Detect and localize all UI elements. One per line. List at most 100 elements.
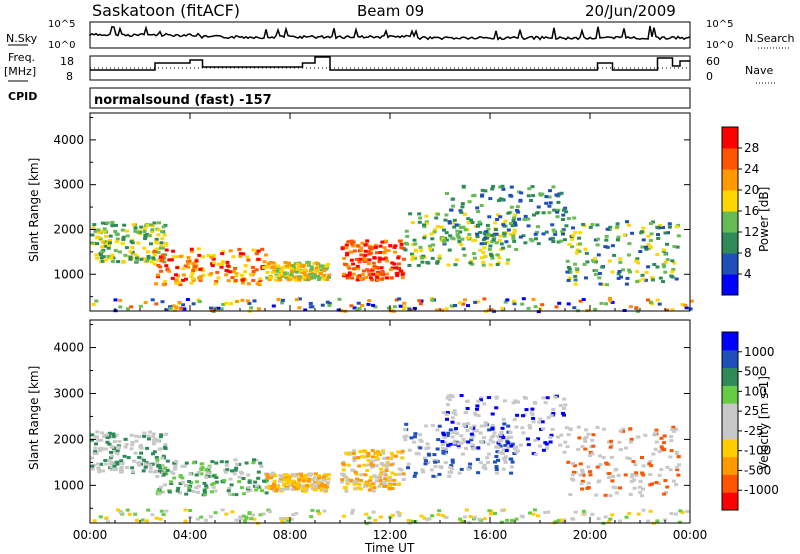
echo-cell	[174, 305, 178, 309]
echo-cell	[566, 302, 571, 306]
echo-cell	[481, 465, 486, 469]
echo-cell	[128, 250, 133, 254]
echo-cell	[112, 440, 117, 444]
echo-cell	[556, 240, 561, 244]
echo-cell	[635, 270, 640, 274]
echo-cell	[474, 429, 479, 433]
echo-cell	[119, 465, 124, 469]
echo-cell	[430, 298, 435, 302]
echo-cell	[165, 267, 170, 271]
echo-cell	[536, 437, 541, 441]
echo-cell	[363, 450, 368, 454]
echo-cell	[529, 411, 534, 415]
echo-cell	[453, 439, 457, 443]
echo-cell	[520, 426, 525, 430]
echo-cell	[563, 206, 568, 210]
echo-cell	[556, 435, 560, 439]
echo-cell	[486, 227, 491, 231]
echo-cell	[382, 250, 387, 254]
echo-cell	[566, 460, 571, 464]
echo-cell	[628, 305, 633, 309]
echo-cell	[154, 282, 159, 286]
echo-cell	[363, 484, 367, 488]
echo-cell	[511, 219, 516, 223]
echo-cell	[246, 282, 251, 286]
echo-cell	[506, 211, 511, 215]
echo-cell	[382, 472, 387, 475]
echo-cell	[660, 447, 665, 451]
echo-cell	[463, 228, 468, 232]
echo-cell	[499, 431, 504, 434]
echo-cell	[148, 466, 153, 470]
echo-cell	[652, 263, 657, 266]
echo-cell	[289, 269, 294, 273]
echo-cell	[225, 269, 230, 273]
echo-cell	[480, 193, 485, 197]
echo-cell	[181, 278, 185, 282]
echo-cell	[559, 433, 564, 437]
echo-cell	[553, 395, 558, 399]
echo-cell	[191, 277, 195, 281]
echo-cell	[605, 245, 610, 249]
echo-cell	[284, 276, 289, 280]
echo-cell	[426, 461, 431, 464]
echo-cell	[498, 234, 503, 238]
echo-cell	[607, 472, 612, 475]
echo-cell	[154, 456, 159, 459]
echo-cell	[365, 469, 370, 472]
echo-cell	[132, 459, 137, 463]
echo-cell	[303, 268, 308, 272]
echo-cell	[245, 255, 250, 259]
freq-trace	[90, 56, 690, 71]
echo-cell	[494, 395, 499, 399]
echo-cell	[216, 306, 221, 310]
echo-cell	[533, 508, 537, 512]
echo-cell	[450, 435, 455, 439]
echo-cell	[378, 251, 383, 254]
echo-cell	[551, 185, 556, 189]
echo-cell	[505, 437, 509, 441]
echo-cell	[316, 278, 321, 281]
echo-cell	[379, 266, 384, 270]
echo-cell	[306, 263, 311, 267]
echo-cell	[530, 413, 535, 416]
echo-cell	[291, 264, 296, 268]
echo-cell	[231, 269, 236, 273]
echo-cell	[195, 480, 200, 484]
echo-cell	[120, 241, 125, 245]
echo-cell	[233, 266, 238, 270]
echo-cell	[115, 462, 120, 466]
echo-cell	[583, 447, 588, 451]
echo-cell	[196, 247, 201, 251]
echo-cell	[254, 268, 259, 272]
echo-cell	[290, 488, 295, 491]
echo-cell	[595, 237, 600, 241]
cpid-text: normalsound (fast) -157	[94, 93, 272, 108]
echo-cell	[437, 509, 442, 513]
echo-cell	[363, 243, 368, 247]
echo-cell	[433, 465, 438, 468]
echo-cell	[136, 230, 141, 234]
range-tick-label: 4000	[53, 133, 84, 147]
echo-cell	[467, 233, 472, 236]
echo-cell	[116, 260, 121, 264]
echo-cell	[311, 273, 316, 277]
echo-cell	[459, 519, 464, 523]
echo-cell	[444, 231, 449, 235]
echo-cell	[367, 252, 372, 256]
echo-cell	[429, 296, 434, 300]
echo-cell	[156, 258, 161, 262]
echo-cell	[621, 429, 625, 433]
echo-cell	[608, 299, 613, 303]
echo-cell	[644, 271, 649, 274]
echo-cell	[109, 467, 114, 471]
echo-cell	[573, 282, 578, 286]
echo-cell	[418, 302, 423, 306]
echo-cell	[148, 430, 153, 434]
echo-cell	[202, 481, 207, 485]
echo-cell	[611, 475, 616, 478]
echo-cell	[446, 443, 451, 447]
echo-cell	[392, 245, 397, 249]
echo-cell	[189, 249, 194, 253]
